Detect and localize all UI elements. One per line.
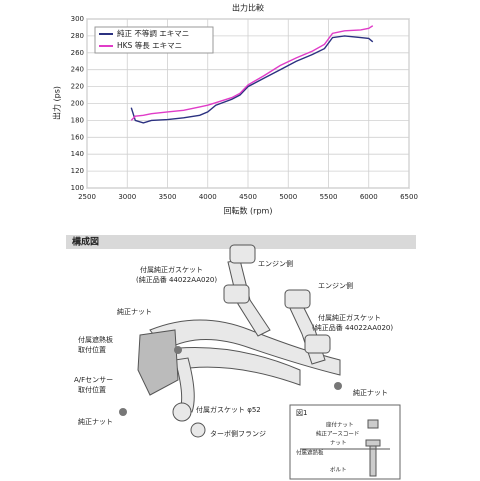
y-tick-label: 300 xyxy=(71,15,84,23)
label: 付属純正ガスケット xyxy=(318,313,381,322)
inset-label: ボルト xyxy=(330,466,347,474)
y-tick-label: 120 xyxy=(71,167,84,175)
manifold xyxy=(119,244,342,438)
y-tick-label: 280 xyxy=(71,32,84,40)
x-tick-label: 3000 xyxy=(118,193,136,201)
label: 取付位置 xyxy=(78,345,106,354)
legend-box xyxy=(94,26,214,54)
y-tick-label: 200 xyxy=(71,100,84,108)
series-line xyxy=(130,25,374,121)
x-tick-label: 4000 xyxy=(199,193,217,201)
x-tick-label: 6000 xyxy=(360,193,378,201)
series-line xyxy=(130,35,374,124)
label: ターボ側フランジ xyxy=(210,429,266,438)
label: (純正品番 44022AA020) xyxy=(312,323,393,332)
label: (純正品番 44022AA020) xyxy=(136,275,217,284)
y-tick-label: 160 xyxy=(71,133,84,141)
y-tick-label: 140 xyxy=(71,150,84,158)
label: 付属ガスケット φ52 xyxy=(196,405,261,414)
label: A/Fセンサー xyxy=(74,376,113,384)
y-tick-label: 240 xyxy=(71,66,84,74)
y-axis-label: 出力 (ps) xyxy=(52,86,62,120)
inset-label: 純正アースコード xyxy=(316,430,359,438)
x-tick-label: 2500 xyxy=(78,193,96,201)
section-bar xyxy=(66,235,416,249)
inset-label: 座付ナット xyxy=(326,421,354,429)
y-tick-label: 100 xyxy=(71,184,84,192)
inset-bolt xyxy=(300,419,390,477)
label: エンジン側 xyxy=(258,259,293,268)
label: 付属純正ガスケット xyxy=(140,265,203,274)
section-title: 構成図 xyxy=(72,236,99,248)
label: 付属遮熱板 xyxy=(78,335,113,344)
x-axis-label: 回転数 (rpm) xyxy=(224,206,273,216)
inset-title: 図1 xyxy=(296,409,307,417)
x-tick-label: 6500 xyxy=(400,193,418,201)
y-tick-label: 260 xyxy=(71,49,84,57)
y-tick-label: 180 xyxy=(71,116,84,124)
label: エンジン側 xyxy=(318,281,353,290)
y-tick-label: 220 xyxy=(71,83,84,91)
label: 純正ナット xyxy=(353,388,388,397)
inset-label: 付属遮熱板 xyxy=(296,449,324,457)
inset-box xyxy=(289,404,401,480)
label: 取付位置 xyxy=(78,385,106,394)
legend-label: 純正 不等調 エキマニ xyxy=(117,28,189,38)
x-tick-label: 4500 xyxy=(239,193,257,201)
chart: 100 120 140 160 180 200 220 240 260 280 300 2500 300… xyxy=(71,15,418,201)
x-tick-label: 5500 xyxy=(320,193,338,201)
x-tick-label: 5000 xyxy=(279,193,297,201)
label: 純正ナット xyxy=(78,417,113,426)
chart-title: 出力比較 xyxy=(232,3,264,13)
inset-label: ナット xyxy=(330,440,347,447)
legend-label: HKS 等長 エキマニ xyxy=(117,40,182,50)
label: 純正ナット xyxy=(117,307,152,316)
x-tick-label: 3500 xyxy=(159,193,177,201)
